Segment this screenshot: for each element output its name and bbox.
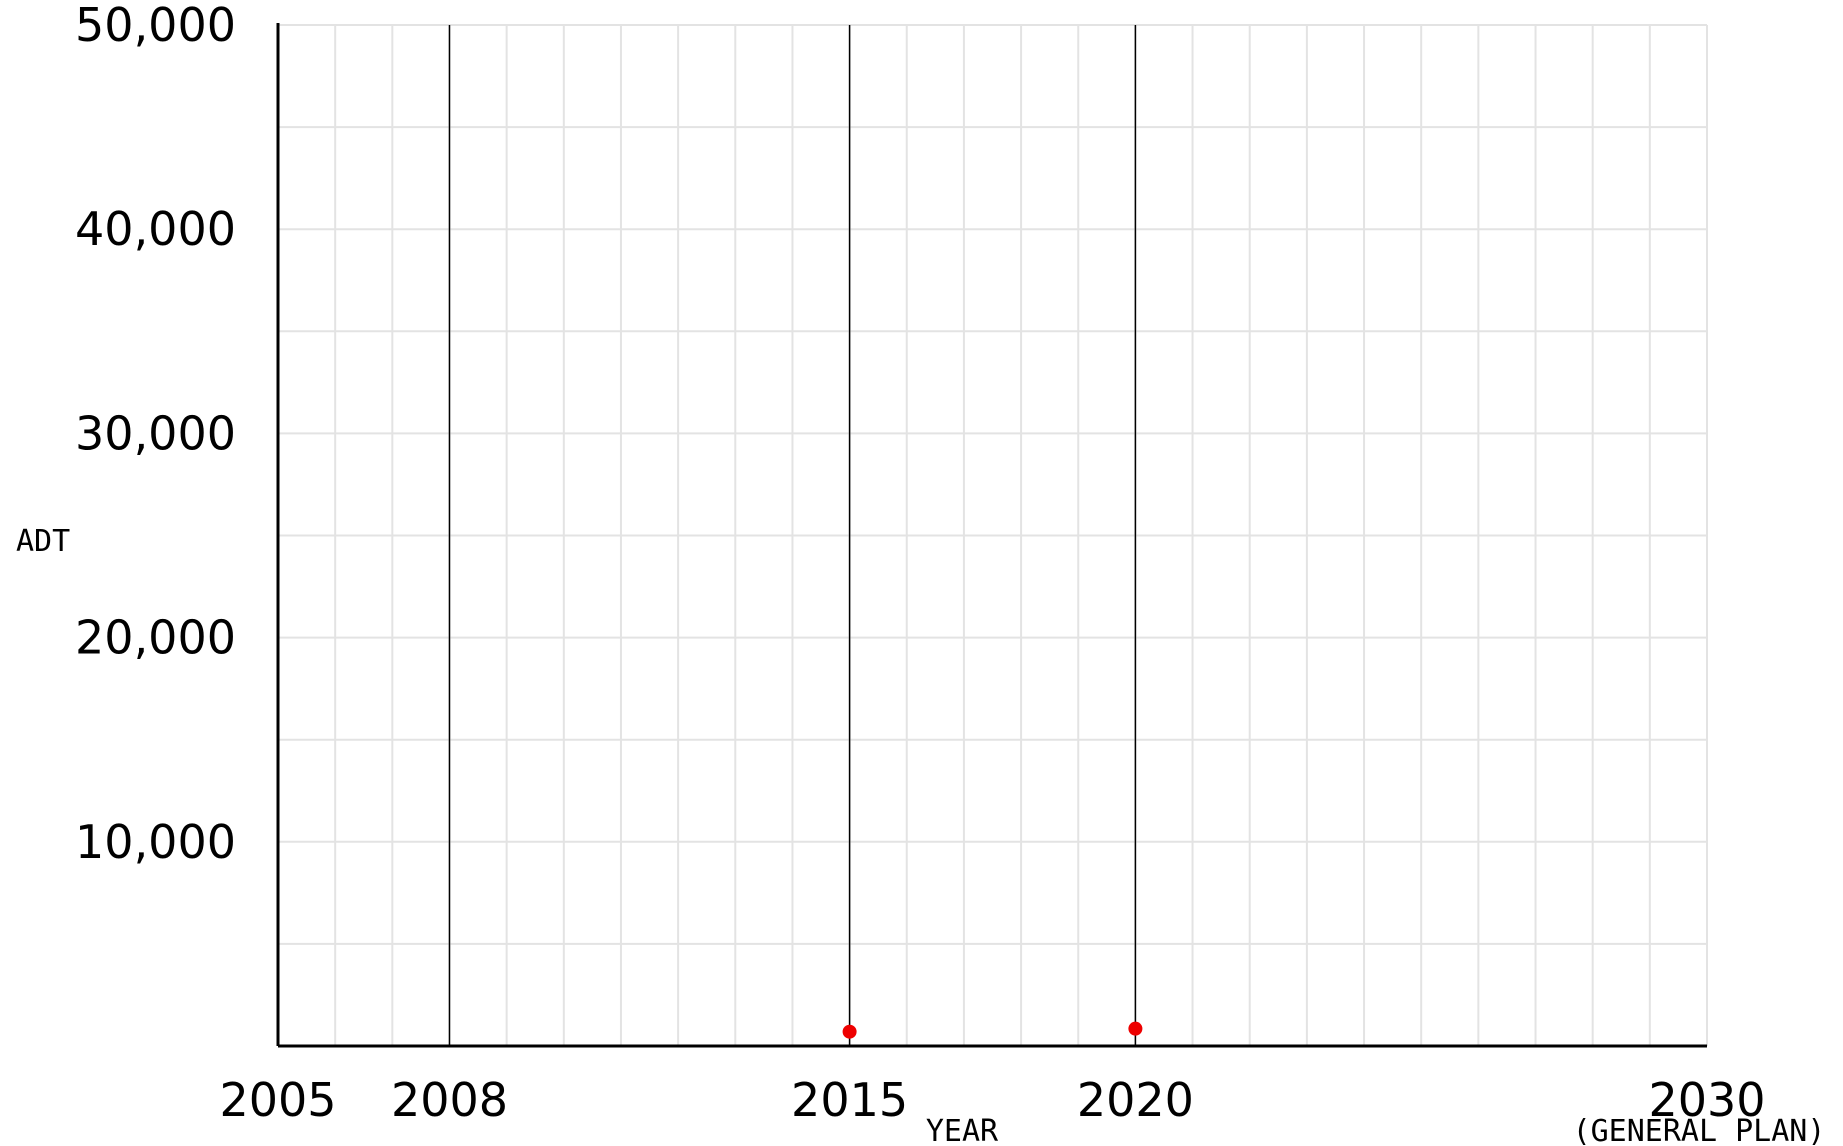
major-grid: [448, 25, 1137, 1046]
data-points: [842, 1021, 1143, 1039]
data-point: [1128, 1021, 1143, 1036]
x-tick-label: 2005: [219, 1073, 336, 1127]
x-tick-label: 2008: [391, 1073, 508, 1127]
y-tick-labels: 10,000 20,000 30,000 40,000 50,000: [75, 0, 236, 869]
y-tick-label: 20,000: [75, 611, 236, 665]
x-tick-labels: 2005 2008 2015 2020 2030(GENERAL PLAN): [219, 1073, 1825, 1146]
x-tick-label: 2030: [1648, 1073, 1765, 1127]
y-tick-label: 10,000: [75, 815, 236, 869]
data-point: [842, 1024, 857, 1039]
minor-grid: [278, 24, 1708, 1046]
x-axis-title: YEAR: [926, 1114, 999, 1146]
y-tick-label: 40,000: [75, 202, 236, 256]
y-tick-label: 50,000: [75, 0, 236, 52]
x-tick-label: 2015: [791, 1073, 908, 1127]
x-tick-sublabel: (GENERAL PLAN): [1573, 1114, 1826, 1146]
axes: [276, 23, 1707, 1048]
y-tick-label: 30,000: [75, 406, 236, 460]
y-axis-title: ADT: [16, 524, 70, 559]
x-tick-label: 2020: [1077, 1073, 1194, 1127]
